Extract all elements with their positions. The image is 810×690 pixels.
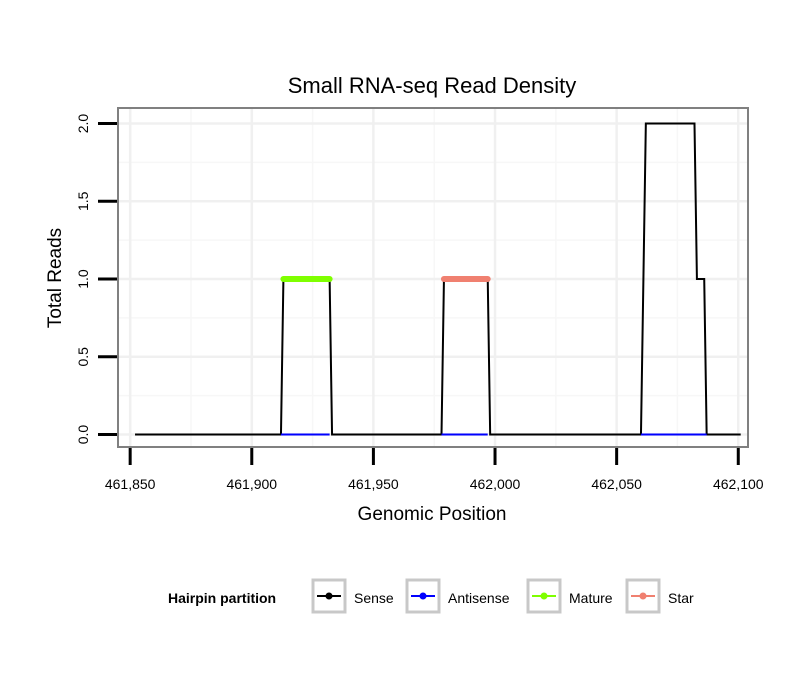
legend-key-point bbox=[419, 592, 427, 600]
x-tick-label: 461,950 bbox=[348, 476, 399, 492]
legend-label-star: Star bbox=[668, 590, 694, 606]
chart-title: Small RNA-seq Read Density bbox=[288, 73, 577, 98]
x-tick-label: 462,050 bbox=[591, 476, 642, 492]
legend-title: Hairpin partition bbox=[168, 590, 276, 606]
plot-area bbox=[117, 107, 749, 448]
legend: Hairpin partition Sense Antisense Mature St… bbox=[168, 578, 694, 614]
legend-label-mature: Mature bbox=[569, 590, 613, 606]
x-tick-label: 462,100 bbox=[713, 476, 764, 492]
y-axis: 0.0 0.5 1.0 1.5 2.0 bbox=[75, 114, 117, 445]
legend-label-antisense: Antisense bbox=[448, 590, 510, 606]
y-tick-label: 2.0 bbox=[75, 114, 91, 134]
x-axis: 461,850 461,900 461,950 462,000 462,050 462,1… bbox=[105, 448, 764, 492]
x-tick-label: 462,000 bbox=[470, 476, 521, 492]
legend-key-point bbox=[639, 592, 647, 600]
x-axis-title: Genomic Position bbox=[358, 504, 507, 525]
y-tick-label: 0.5 bbox=[75, 347, 91, 367]
y-tick-label: 1.5 bbox=[75, 191, 91, 211]
y-tick-label: 1.0 bbox=[75, 269, 91, 289]
y-axis-title: Total Reads bbox=[45, 228, 66, 328]
plot-border bbox=[117, 107, 749, 448]
y-tick-label: 0.0 bbox=[75, 425, 91, 445]
x-tick-label: 461,900 bbox=[226, 476, 277, 492]
legend-label-sense: Sense bbox=[354, 590, 394, 606]
legend-key-point bbox=[325, 592, 333, 600]
x-tick-label: 461,850 bbox=[105, 476, 156, 492]
legend-key-point bbox=[540, 592, 548, 600]
